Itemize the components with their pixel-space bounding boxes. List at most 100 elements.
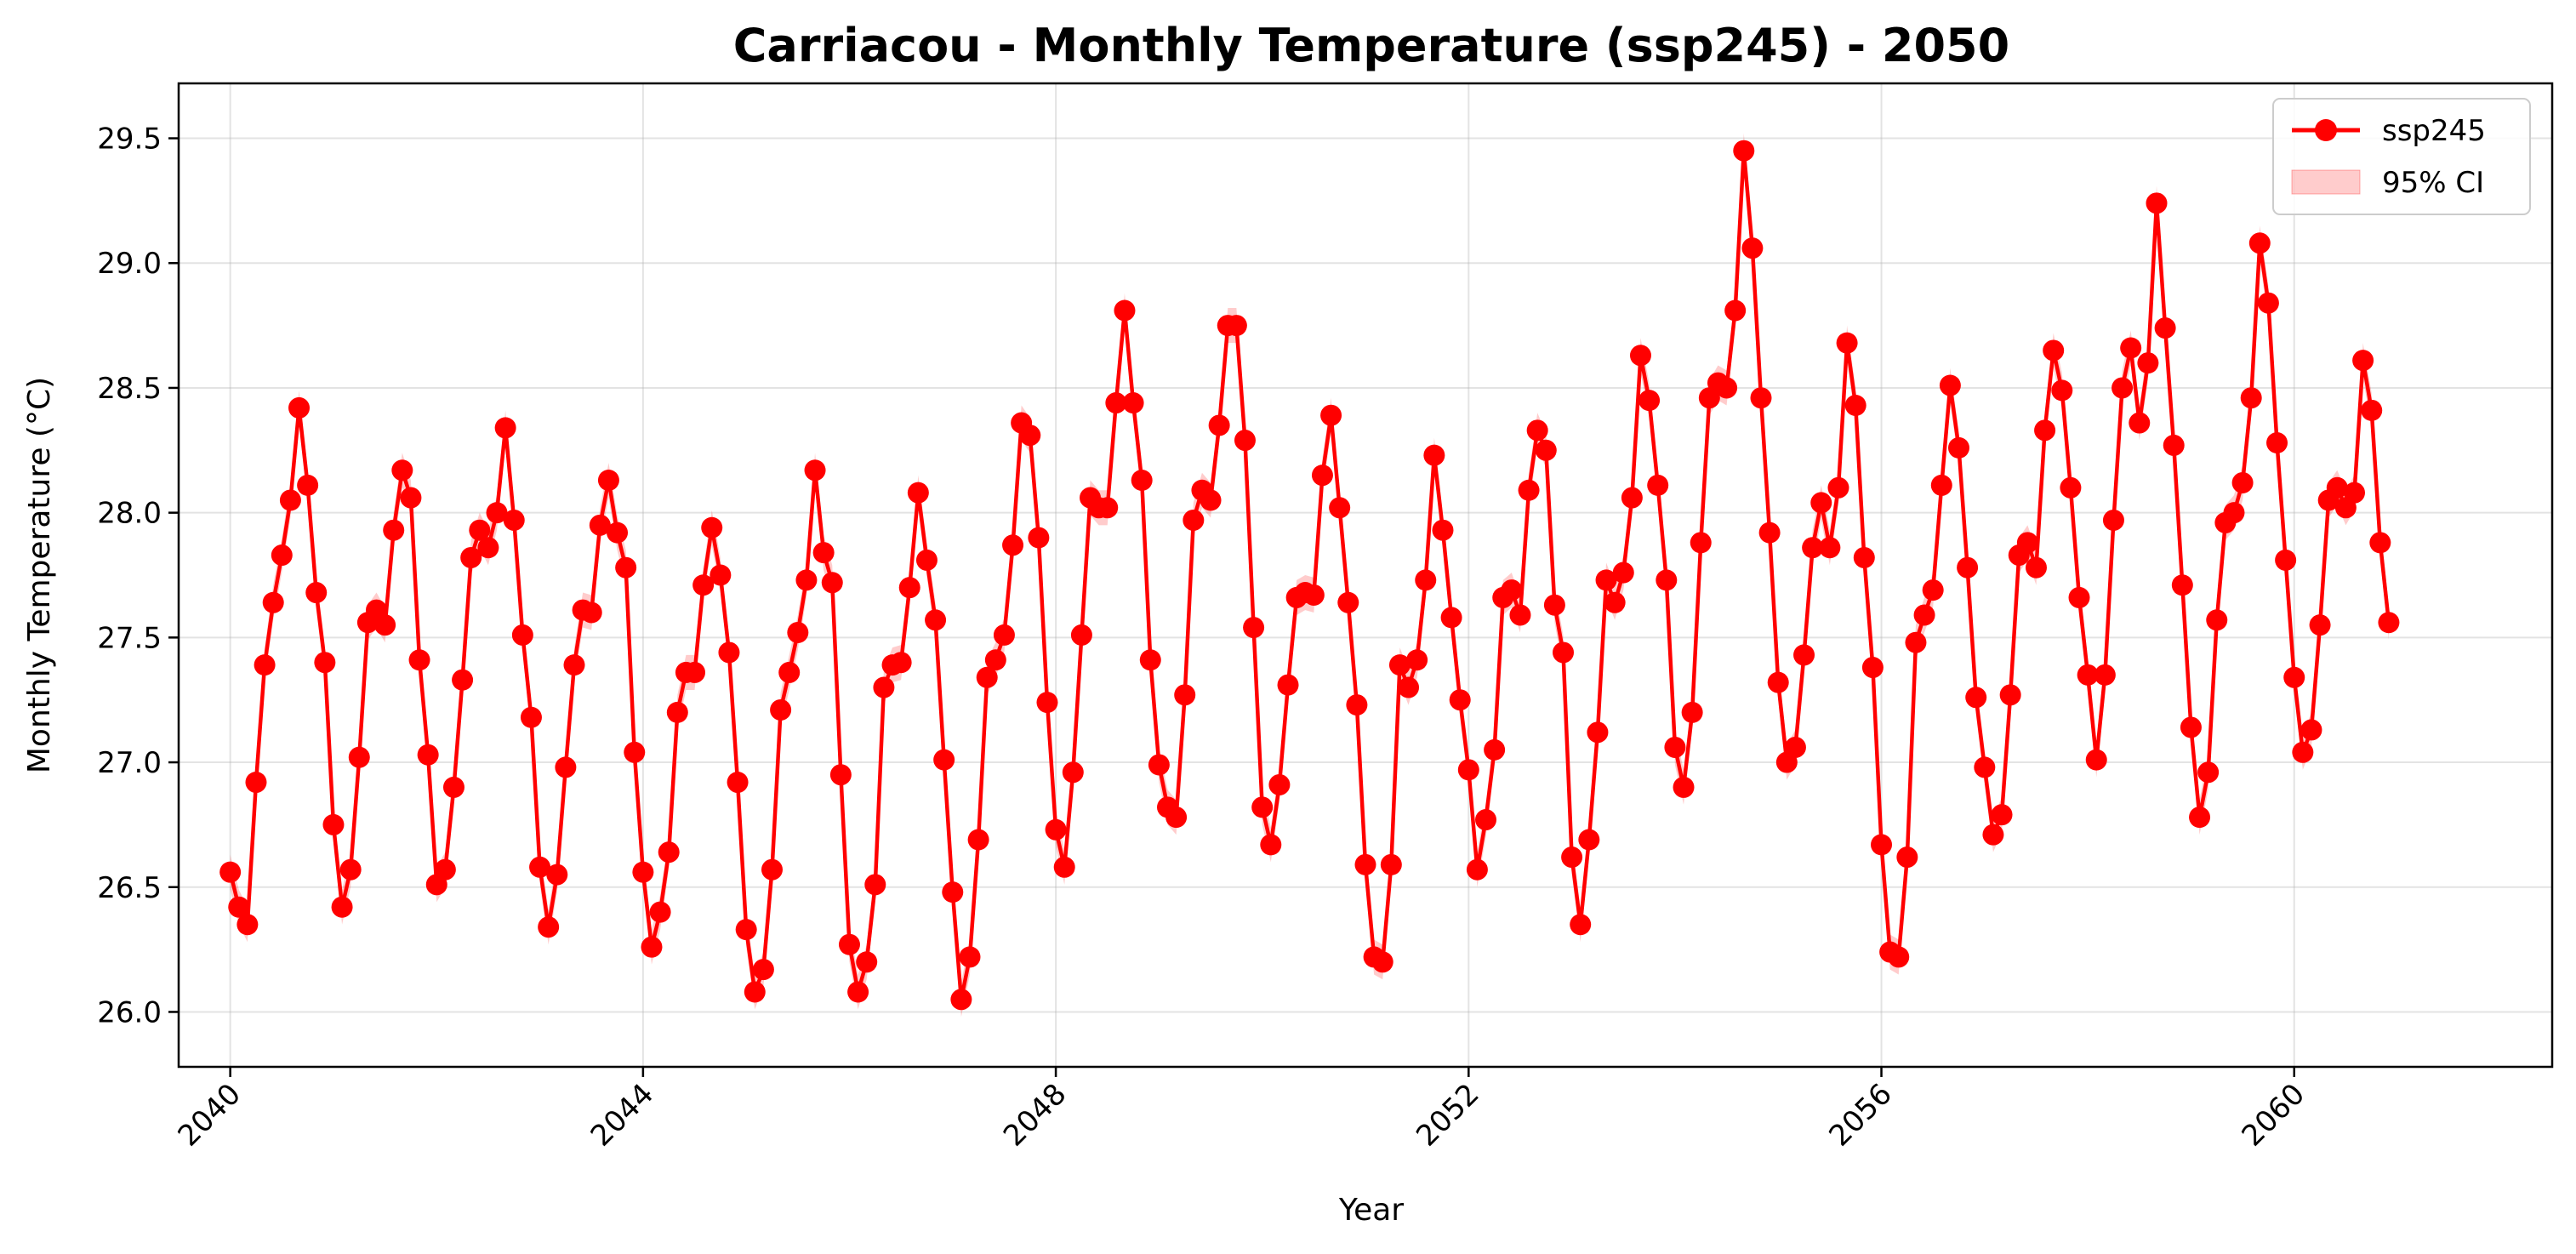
data-point <box>615 556 637 579</box>
data-point <box>1302 584 1325 606</box>
data-point <box>1398 676 1420 698</box>
data-point <box>1629 345 1651 367</box>
data-point <box>2051 379 2073 402</box>
data-point <box>864 874 886 896</box>
data-point <box>1183 509 1205 531</box>
data-point <box>624 741 646 763</box>
data-point <box>2146 192 2168 214</box>
y-tick-label: 27.0 <box>97 746 162 780</box>
data-point <box>494 417 516 439</box>
data-point <box>589 514 611 536</box>
data-point <box>1638 390 1661 412</box>
data-point <box>1948 436 1969 459</box>
data-point <box>1836 332 1858 354</box>
data-point <box>245 772 267 794</box>
data-point <box>1681 701 1703 723</box>
data-point <box>305 582 328 604</box>
data-point <box>400 487 422 509</box>
data-point <box>580 601 602 624</box>
data-point <box>2231 471 2254 493</box>
data-point <box>391 459 413 482</box>
data-point <box>555 756 577 778</box>
data-point <box>1535 439 1557 461</box>
data-point <box>1354 853 1376 875</box>
data-point <box>2102 509 2124 531</box>
data-point <box>795 569 818 591</box>
data-point <box>1449 689 1471 711</box>
data-point <box>2163 434 2185 456</box>
y-tick-label: 28.0 <box>97 497 162 531</box>
data-point <box>1423 444 1445 466</box>
data-point <box>1148 754 1170 776</box>
data-point <box>1208 414 1230 436</box>
data-point <box>2077 664 2099 686</box>
data-point <box>374 614 396 636</box>
y-axis-ticks: 26.0 26.5 27.0 27.5 28.0 28.5 29.0 29.5 <box>97 123 179 1029</box>
y-tick-label: 26.5 <box>97 871 162 905</box>
data-point <box>1819 537 1841 559</box>
data-point <box>1922 579 1944 601</box>
data-point <box>383 519 405 541</box>
legend-label-ci: 95% CI <box>2382 166 2484 200</box>
data-point <box>1268 773 1291 795</box>
data-point <box>2094 664 2116 686</box>
data-point <box>1913 604 1935 626</box>
data-point <box>1388 654 1411 676</box>
data-point <box>1793 644 1815 666</box>
data-point <box>1570 914 1592 936</box>
data-point <box>1457 759 1479 781</box>
data-point <box>1888 946 1910 968</box>
y-tick-label: 29.0 <box>97 247 162 281</box>
data-point <box>1553 641 1574 664</box>
data-point <box>452 669 474 691</box>
data-point <box>1380 853 1402 875</box>
data-point <box>1045 818 1067 841</box>
data-point <box>2326 476 2348 499</box>
data-point <box>2344 482 2365 504</box>
data-point <box>1277 674 1299 696</box>
data-point <box>262 591 284 613</box>
data-point <box>1225 315 1247 337</box>
data-point <box>898 577 920 599</box>
data-point <box>1595 569 1617 591</box>
data-point <box>339 858 362 881</box>
data-point <box>546 864 568 886</box>
data-point <box>2378 612 2400 634</box>
data-point <box>1518 479 1540 501</box>
data-point <box>856 951 878 973</box>
data-point <box>735 919 757 941</box>
data-point <box>1002 534 1024 556</box>
data-point <box>1139 649 1161 671</box>
data-point <box>761 858 783 881</box>
data-point <box>993 624 1015 646</box>
data-point <box>641 936 663 958</box>
data-point <box>511 624 533 646</box>
data-point <box>1337 591 1359 613</box>
legend: ssp245 95% CI <box>2272 98 2531 215</box>
data-point <box>460 546 482 568</box>
data-point <box>563 654 585 676</box>
data-point <box>2016 532 2038 554</box>
data-point <box>1406 649 1428 671</box>
data-point <box>2060 476 2082 499</box>
data-point <box>1097 497 1119 519</box>
data-point <box>1741 237 1764 259</box>
data-point <box>752 959 774 981</box>
data-point <box>477 537 499 559</box>
data-point <box>2120 337 2142 359</box>
data-point <box>2240 387 2262 409</box>
data-point <box>1466 858 1488 881</box>
data-point <box>1784 736 1806 758</box>
data-point <box>288 396 311 419</box>
data-point <box>597 470 619 492</box>
data-point <box>976 666 998 688</box>
y-tick-label: 29.5 <box>97 123 162 157</box>
data-point <box>271 544 293 567</box>
data-point <box>2283 666 2305 688</box>
data-point <box>529 856 551 878</box>
data-point <box>348 746 370 768</box>
data-point <box>847 981 869 1003</box>
data-point <box>666 701 688 723</box>
data-point <box>297 474 319 496</box>
data-point <box>1509 604 1531 626</box>
